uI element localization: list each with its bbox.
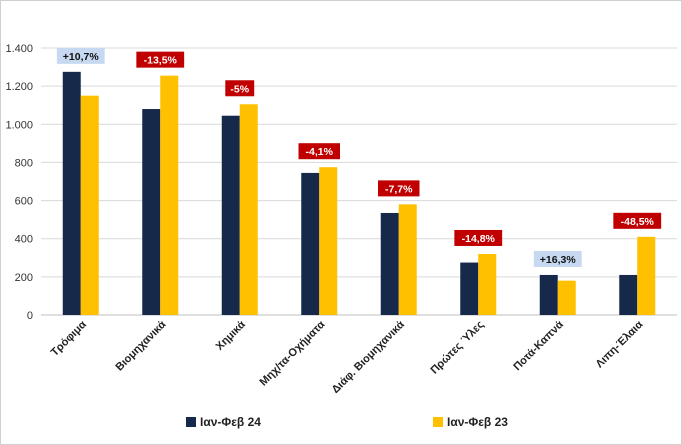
y-tick-label: 200 (15, 272, 33, 284)
bar-4-ian-feb-23 (319, 167, 338, 315)
change-badge (378, 180, 420, 197)
y-tick-label: 1.400 (5, 43, 33, 55)
legend-label-1: Ιαν-Φεβ 24 (200, 415, 261, 429)
change-badge (56, 47, 105, 64)
x-tick-label: Ποτά-Καπνά (511, 318, 566, 373)
change-badge-label: -14,8% (462, 233, 496, 245)
bar-7-ian-feb-23 (557, 280, 576, 315)
change-badge-label: -7,7% (385, 183, 413, 195)
y-tick-label: 400 (15, 234, 33, 246)
x-tick-label: Λιπη-Έλαια (594, 318, 646, 370)
x-tick-label: Πρώτες Ύλες (428, 318, 486, 376)
change-badge (136, 51, 185, 68)
bar-2-ian-feb-24 (142, 109, 161, 316)
change-badge (454, 229, 503, 246)
change-badge-label: -48,5% (621, 216, 655, 228)
change-badge (613, 212, 662, 229)
change-badge-label: +16,3% (540, 254, 577, 266)
y-tick-label: 800 (15, 157, 33, 169)
y-tick-label: 600 (15, 196, 33, 208)
bar-5-ian-feb-24 (380, 212, 399, 315)
x-tick-label: Βιομηχανικά (114, 318, 169, 373)
x-tick-label: Χημικά (214, 318, 248, 352)
y-tick-label: 1.200 (5, 81, 33, 93)
change-badge-label: -4,1% (306, 146, 334, 158)
change-badge-label: +10,7% (63, 51, 100, 63)
y-tick-label: 1.000 (5, 119, 33, 131)
x-tick-label: Μηχ/τα-Οχήματα (258, 318, 328, 388)
bar-3-ian-feb-24 (221, 115, 240, 315)
bar-1-ian-feb-23 (80, 95, 99, 315)
bar-8-ian-feb-23 (637, 236, 656, 315)
change-badge (298, 143, 340, 160)
bar-3-ian-feb-23 (239, 104, 258, 315)
change-badge-label: -13,5% (144, 55, 178, 67)
change-badge (533, 250, 582, 267)
legend-swatch-1 (186, 417, 196, 427)
legend-swatch-2 (433, 417, 443, 427)
y-tick-label: 0 (27, 310, 33, 322)
change-badge-label: -5% (230, 83, 249, 95)
change-badge (225, 80, 255, 97)
legend-label-2: Ιαν-Φεβ 23 (447, 415, 508, 429)
bar-5-ian-feb-23 (398, 204, 417, 315)
x-tick-label: Τρόφιμα (49, 318, 89, 358)
bar-2-ian-feb-23 (160, 75, 179, 316)
bar-6-ian-feb-23 (478, 253, 497, 315)
bar-7-ian-feb-24 (539, 274, 558, 315)
bar-1-ian-feb-24 (62, 71, 81, 315)
bar-8-ian-feb-24 (619, 274, 638, 315)
x-tick-label: Διάφ. Βιομηχανικά (330, 318, 407, 395)
bar-6-ian-feb-24 (460, 262, 479, 315)
bar-4-ian-feb-24 (301, 172, 320, 315)
